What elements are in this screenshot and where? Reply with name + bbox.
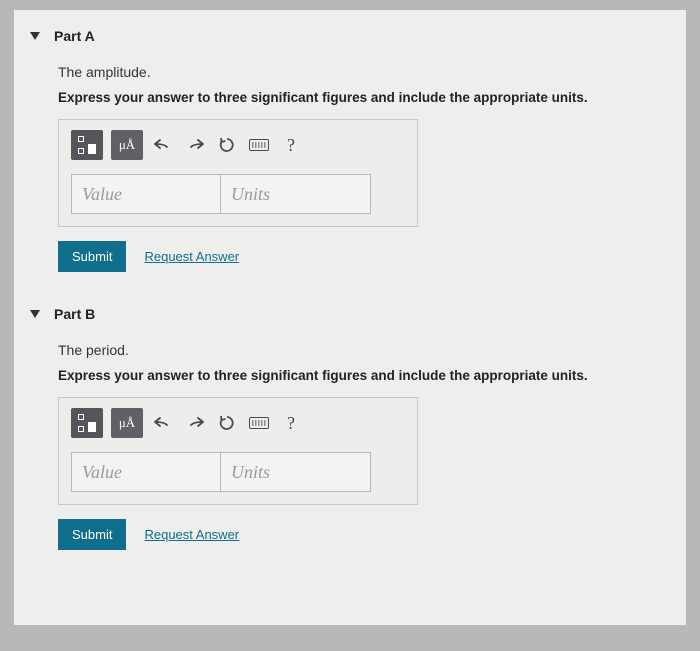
part-b: Part B The period. Express your answer t… [34, 306, 666, 550]
question-icon: ? [287, 413, 295, 434]
part-title: Part A [54, 28, 95, 44]
instruction-text: Express your answer to three significant… [58, 90, 666, 105]
value-input[interactable]: Value [71, 452, 221, 492]
undo-button[interactable] [151, 411, 175, 435]
input-row: Value Units [71, 452, 405, 492]
units-symbol-button[interactable]: μÅ [111, 130, 143, 160]
units-input[interactable]: Units [221, 174, 371, 214]
reset-icon [218, 414, 236, 432]
mu-angstrom-icon: μÅ [119, 137, 135, 153]
units-symbol-button[interactable]: μÅ [111, 408, 143, 438]
submit-button[interactable]: Submit [58, 241, 126, 272]
toolbar: μÅ ? [71, 408, 405, 438]
caret-down-icon [30, 32, 40, 40]
instruction-text: Express your answer to three significant… [58, 368, 666, 383]
keyboard-button[interactable] [247, 411, 271, 435]
input-row: Value Units [71, 174, 405, 214]
undo-icon [154, 137, 172, 153]
submit-button[interactable]: Submit [58, 519, 126, 550]
toolbar: μÅ ? [71, 130, 405, 160]
reset-button[interactable] [215, 411, 239, 435]
redo-button[interactable] [183, 133, 207, 157]
fraction-icon [78, 414, 96, 432]
value-input[interactable]: Value [71, 174, 221, 214]
page: Part A The amplitude. Express your answe… [14, 10, 686, 625]
answer-box: μÅ ? Value Units [58, 397, 418, 505]
part-a: Part A The amplitude. Express your answe… [34, 28, 666, 272]
undo-button[interactable] [151, 133, 175, 157]
keyboard-icon [249, 417, 269, 429]
question-icon: ? [287, 135, 295, 156]
keyboard-icon [249, 139, 269, 151]
fraction-icon [78, 136, 96, 154]
answer-box: μÅ ? Value Units [58, 119, 418, 227]
request-answer-link[interactable]: Request Answer [144, 527, 239, 542]
templates-button[interactable] [71, 408, 103, 438]
help-button[interactable]: ? [279, 411, 303, 435]
caret-down-icon [30, 310, 40, 318]
part-header[interactable]: Part B [30, 306, 666, 322]
reset-icon [218, 136, 236, 154]
part-header[interactable]: Part A [30, 28, 666, 44]
mu-angstrom-icon: μÅ [119, 415, 135, 431]
prompt-text: The period. [58, 342, 666, 358]
redo-icon [186, 415, 204, 431]
reset-button[interactable] [215, 133, 239, 157]
help-button[interactable]: ? [279, 133, 303, 157]
prompt-text: The amplitude. [58, 64, 666, 80]
units-input[interactable]: Units [221, 452, 371, 492]
request-answer-link[interactable]: Request Answer [144, 249, 239, 264]
part-title: Part B [54, 306, 95, 322]
keyboard-button[interactable] [247, 133, 271, 157]
undo-icon [154, 415, 172, 431]
templates-button[interactable] [71, 130, 103, 160]
actions-row: Submit Request Answer [58, 519, 666, 550]
redo-icon [186, 137, 204, 153]
redo-button[interactable] [183, 411, 207, 435]
actions-row: Submit Request Answer [58, 241, 666, 272]
